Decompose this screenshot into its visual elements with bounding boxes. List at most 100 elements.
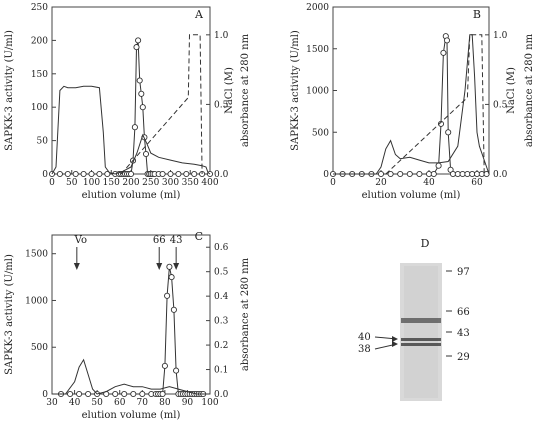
activity-point [64,170,71,178]
activity-point [159,170,166,178]
activity-point [167,170,174,178]
y-tick-label: 0 [42,390,48,400]
y2-axis-label-absorbance: absorbance at 280 nm [524,33,535,147]
panel-b: 0 20 40 60 0 500 1000 1500 2000 0.0 0.5 1.0 elution … [290,3,535,201]
x-tick-label: 40 [423,178,435,188]
y2-tick-label: 0.0 [214,170,229,180]
x-tick-label: 100 [83,178,100,188]
x-tick-label: 60 [471,178,483,188]
activity-point [127,170,135,178]
x-tick-label: 30 [46,398,58,408]
series-absorbance-line [333,34,490,175]
activity-point [139,390,146,398]
series-NaCl-line [385,34,485,175]
y2-tick-label: 1.0 [493,31,508,41]
marker-arrow-head [156,263,163,270]
activity-point [183,170,190,178]
x-tick-label: 50 [66,178,78,188]
x-axis-label: elution volume (ml) [362,190,461,201]
panel-letter: B [473,8,481,21]
activity-point [85,390,92,398]
activity-point [130,390,137,398]
series-NaCl-line [120,34,203,175]
band-label: 40 [358,332,371,343]
y2-axis-label-absorbance: absorbance at 280 nm [240,257,251,371]
activity-point [170,306,177,313]
activity-point [96,170,103,178]
activity-point [112,390,119,398]
activity-point [121,390,128,398]
marker-weight-label: 97 [457,267,470,278]
marker-annotation-label: 43 [170,235,183,246]
series-absorbance-line [52,358,210,395]
activity-point [397,170,404,178]
activity-point [387,170,394,178]
series-activity-line [61,266,204,395]
x-tick-label: 80 [159,398,171,408]
panel-a: 0 50 100 150 200 250 300 350 4000501001502002500… [4,3,251,201]
marker-arrow-head [73,263,80,270]
y-tick-label: 0 [42,170,48,180]
y2-tick-label: 0.0 [493,170,508,180]
activity-point [80,170,87,178]
x-tick-label: 100 [201,398,218,408]
x-tick-label: 350 [182,178,199,188]
activity-point [139,104,146,111]
y2-axis-label-nacl: NaCl (M) [506,67,517,114]
y-tick-label: 1500 [306,45,329,55]
y2-axis-label-nacl: NaCl (M) [224,67,235,114]
x-tick-label: 50 [91,398,103,408]
activity-point [131,124,138,131]
plot-frame [51,6,211,175]
x-axis-label: elution volume (ml) [82,190,181,201]
x-tick-label: 150 [103,178,120,188]
activity-point [161,362,168,369]
activity-point [164,292,171,299]
x-tick-label: 0 [330,178,336,188]
activity-point [168,274,175,281]
x-tick-label: 0 [49,178,55,188]
band-label: 38 [358,344,371,355]
y-tick-label: 200 [31,36,48,46]
panel-c: 30 40 50 60 70 80 90 1000500100015000.00.10.20.… [4,230,251,421]
y-tick-label: 1000 [306,87,329,97]
activity-point [440,49,447,56]
y-tick-label: 250 [31,3,48,13]
y2-tick-label: 0.5 [214,100,229,110]
x-tick-label: 250 [142,178,159,188]
activity-point [430,170,437,178]
gel-band [401,343,441,346]
activity-point [142,150,150,158]
y2-tick-label: 0.5 [493,100,508,110]
marker-weight-label: 29 [457,352,470,363]
y2-tick-label: 0.6 [214,243,229,253]
y2-tick-label: 0.2 [214,341,228,351]
activity-point [88,170,95,178]
y-tick-label: 150 [31,70,48,80]
marker-arrow-head [173,263,180,270]
y-axis-label: SAPKK-3 activity (U/ml) [290,30,301,151]
activity-point [67,390,74,398]
marker-annotation-label: Vo [74,235,87,246]
x-tick-label: 90 [182,398,194,408]
y2-tick-label: 1.0 [214,31,229,41]
activity-point [435,162,442,169]
x-tick-label: 40 [69,398,81,408]
y2-axis-label-absorbance: absorbance at 280 nm [240,33,251,147]
activity-point [72,170,79,178]
activity-point [104,170,111,178]
activity-point [76,390,83,398]
activity-point [483,170,490,178]
activity-point [437,120,445,127]
activity-point [443,37,451,44]
y2-tick-label: 0.4 [214,292,229,302]
marker-weight-label: 43 [457,328,470,339]
activity-point [416,170,423,178]
activity-point [138,90,145,97]
x-tick-label: 20 [375,178,387,188]
x-tick-label: 300 [162,178,179,188]
activity-point [445,129,452,136]
plot-frame [332,6,490,175]
y-tick-label: 0 [323,170,329,180]
